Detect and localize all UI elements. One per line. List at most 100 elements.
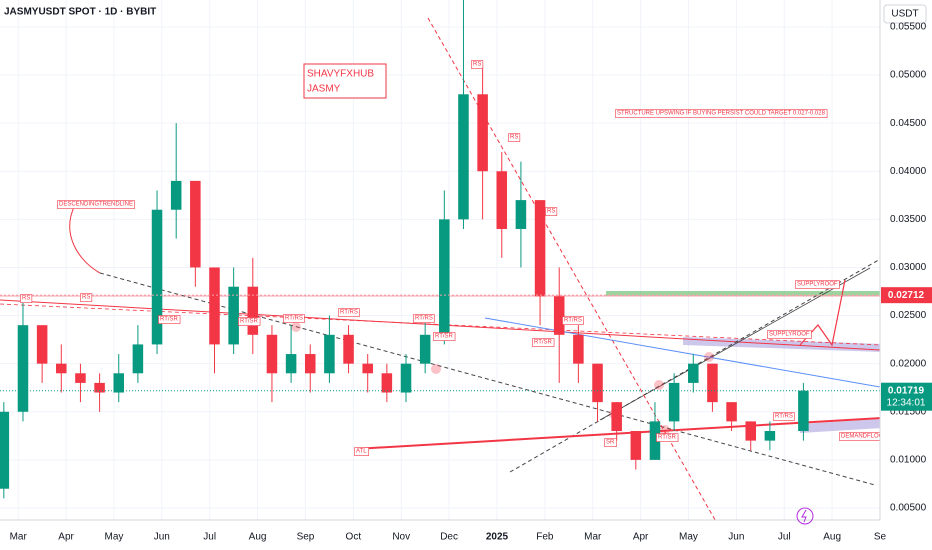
annotation-box bbox=[20, 294, 33, 303]
x-tick-label: Sep bbox=[297, 532, 315, 543]
annotation: SR bbox=[606, 440, 615, 446]
annotation: ATL bbox=[356, 449, 367, 455]
x-tick-label: May bbox=[104, 532, 123, 543]
pointer-curve bbox=[69, 204, 101, 274]
candle-body bbox=[649, 421, 661, 460]
candle-body bbox=[553, 296, 565, 335]
annotation-box bbox=[158, 315, 181, 324]
candle-body bbox=[419, 334, 431, 364]
annotation-box bbox=[795, 280, 840, 289]
currency: USDT bbox=[891, 9, 918, 20]
candle-body bbox=[798, 390, 809, 432]
candle-body bbox=[0, 411, 10, 489]
candle-body bbox=[113, 373, 125, 393]
y-tick-label: 0.04000 bbox=[890, 166, 927, 177]
candle-body bbox=[688, 363, 699, 383]
annotation: RT/SR bbox=[658, 435, 677, 441]
x-tick-label: Oct bbox=[346, 532, 362, 543]
candle-body bbox=[304, 354, 316, 374]
annotation-box bbox=[471, 60, 484, 69]
price-label: 0.01719 bbox=[888, 385, 925, 396]
x-tick-label: Apr bbox=[58, 532, 74, 543]
annotation-box bbox=[354, 447, 370, 456]
annotation: RS bbox=[510, 135, 518, 141]
x-tick-label: Mar bbox=[584, 532, 602, 543]
annotation: RS bbox=[547, 209, 555, 215]
annotation-box bbox=[773, 412, 795, 421]
candle-body bbox=[726, 402, 737, 422]
candle-body bbox=[764, 431, 776, 441]
candle-body bbox=[343, 334, 354, 364]
watermark: SHAVYFXHUB bbox=[307, 69, 374, 80]
y-tick-label: 0.03000 bbox=[890, 262, 927, 273]
steep-trendline bbox=[427, 17, 719, 526]
flash-icon[interactable] bbox=[796, 507, 814, 525]
touch-marker bbox=[654, 380, 664, 390]
candle-body bbox=[94, 382, 105, 393]
annotation: DEMANDFLOOR bbox=[841, 434, 888, 440]
annotation-box bbox=[283, 314, 305, 323]
x-tick-label: May bbox=[679, 532, 698, 543]
blue-trendline bbox=[484, 317, 881, 388]
touch-marker bbox=[291, 322, 301, 332]
annotation-box bbox=[615, 109, 828, 118]
annotation: RT/RS bbox=[564, 318, 582, 324]
candle-body bbox=[400, 363, 412, 393]
y-tick-label: 0.05500 bbox=[890, 22, 927, 33]
candle-body bbox=[707, 363, 718, 403]
candle-body bbox=[190, 180, 201, 268]
countdown: 12:34:01 bbox=[887, 397, 926, 408]
annotation-box bbox=[433, 332, 456, 341]
candle-body bbox=[534, 200, 546, 297]
x-tick-label: Jun bbox=[728, 532, 744, 543]
flash-icon bbox=[801, 509, 807, 523]
candle-body bbox=[477, 94, 488, 172]
x-tick-label: Aug bbox=[823, 532, 841, 543]
demand-floor-band bbox=[800, 419, 882, 433]
watermark: JASMY bbox=[307, 84, 341, 95]
level-box bbox=[881, 287, 932, 304]
annotation: RT/SR bbox=[435, 334, 454, 340]
y-tick-label: 0.02000 bbox=[890, 358, 927, 369]
y-tick-label: 0.03500 bbox=[890, 214, 927, 225]
touch-marker bbox=[431, 364, 441, 374]
x-tick-label: Aug bbox=[249, 532, 267, 543]
annotation-box bbox=[532, 338, 555, 347]
candle-body bbox=[496, 171, 508, 229]
x-tick-label: Nov bbox=[392, 532, 410, 543]
annotation-box bbox=[338, 308, 360, 317]
candle-body bbox=[515, 200, 527, 229]
annotation: RT/SR bbox=[534, 340, 553, 346]
annotation: STRUCTURE UPSWING IF BUYING PERSIST COUL… bbox=[617, 111, 826, 117]
annotation-box bbox=[508, 133, 521, 142]
candle-body bbox=[439, 219, 450, 335]
x-tick-label: Apr bbox=[633, 532, 649, 543]
annotation: RT/SR bbox=[240, 319, 259, 325]
x-tick-label: 2025 bbox=[486, 532, 509, 543]
candles bbox=[0, 0, 880, 499]
annotation: RS bbox=[82, 295, 90, 301]
x-tick-label: Mar bbox=[10, 532, 28, 543]
currency-box bbox=[883, 4, 927, 24]
annotation: SUPPLYROOF bbox=[797, 282, 838, 288]
touch-marker bbox=[704, 352, 714, 362]
candle-body bbox=[630, 431, 642, 460]
demand-trendline bbox=[354, 417, 883, 450]
annotation-box bbox=[767, 330, 812, 339]
annotation: DESCENDINGTRENDLINE bbox=[59, 202, 133, 208]
annotation-box bbox=[413, 314, 435, 323]
annotation: RT/SR bbox=[160, 317, 179, 323]
candle-body bbox=[228, 286, 239, 345]
annotation: RS bbox=[473, 62, 481, 68]
axes: 0.00500 0.01000 0.01500 0.02000 0.02500 0.030… bbox=[10, 22, 927, 543]
x-tick-label: Dec bbox=[440, 532, 458, 543]
y-tick-label: 0.04500 bbox=[890, 118, 927, 129]
candle-body bbox=[132, 344, 144, 374]
x-tick-label: Se bbox=[874, 532, 887, 543]
annotation-box bbox=[57, 200, 135, 209]
annotation: SUPPLYROOF bbox=[769, 332, 810, 338]
x-tick-label: Jul bbox=[778, 532, 791, 543]
annotation: RT/RS bbox=[415, 316, 433, 322]
grid bbox=[0, 0, 881, 520]
